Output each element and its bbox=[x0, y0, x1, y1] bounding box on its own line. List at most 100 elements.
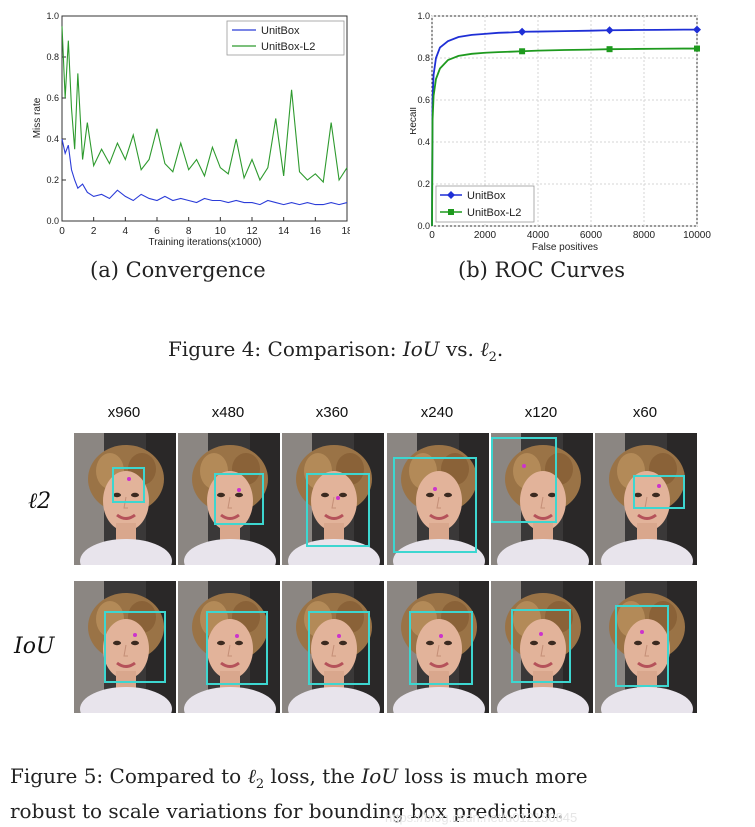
watermark: https://blog.csdn.net/u012150845 bbox=[385, 810, 578, 825]
figure-5-caption-end: loss is much more bbox=[398, 764, 588, 788]
x-tick-label: 2 bbox=[91, 226, 97, 237]
series-marker-unitbox-l2 bbox=[606, 46, 613, 53]
y-tick-label: 0.4 bbox=[417, 137, 430, 147]
figure-4-caption-l2: ℓ bbox=[480, 337, 489, 361]
y-tick-label: 1.0 bbox=[46, 11, 59, 21]
bounding-box bbox=[491, 437, 557, 523]
bounding-box bbox=[112, 467, 145, 503]
roc-legend: UnitBox UnitBox-L2 bbox=[435, 185, 535, 223]
figure-4-caption-l2-sub: 2 bbox=[488, 350, 497, 365]
x-tick-label: 16 bbox=[310, 226, 322, 237]
figure-4-caption-middle: vs. bbox=[439, 337, 481, 361]
column-label-x360: x360 bbox=[315, 404, 349, 421]
series-marker-unitbox-l2 bbox=[519, 48, 526, 55]
figure-4-caption: Figure 4: Comparison: IoU vs. ℓ2. bbox=[168, 337, 503, 365]
y-tick-label: 0.6 bbox=[417, 95, 430, 105]
face-image-iou-x360 bbox=[282, 581, 384, 713]
legend-marker-roc-unitbox-l2 bbox=[448, 209, 454, 215]
y-tick-label: 0.8 bbox=[46, 52, 59, 62]
x-tick-label: 12 bbox=[246, 226, 258, 237]
legend-label-roc-unitbox-l2: UnitBox-L2 bbox=[467, 207, 521, 219]
face-image-l2-x120 bbox=[491, 433, 593, 565]
legend-label-unitbox-l2: UnitBox-L2 bbox=[261, 41, 315, 53]
x-tick-label: 8 bbox=[186, 226, 192, 237]
column-label-x480: x480 bbox=[211, 404, 245, 421]
bounding-box bbox=[206, 611, 268, 685]
face-image-iou-x960 bbox=[74, 581, 176, 713]
x-tick-label: 18 bbox=[341, 226, 350, 237]
series-marker-unitbox bbox=[605, 26, 614, 35]
series-line-unitbox-l2 bbox=[431, 47, 697, 227]
box-center-dot bbox=[237, 488, 241, 493]
y-tick-label: 0.6 bbox=[46, 93, 59, 103]
series-marker-unitbox-l2 bbox=[694, 45, 700, 52]
box-center-dot bbox=[640, 630, 644, 635]
face-image-iou-x480 bbox=[178, 581, 280, 713]
box-center-dot bbox=[235, 633, 239, 638]
face-image-l2-x960 bbox=[74, 433, 176, 565]
box-center-dot bbox=[337, 633, 341, 638]
bounding-box bbox=[306, 473, 370, 547]
box-center-dot bbox=[126, 477, 131, 481]
series-line-unitbox bbox=[431, 28, 697, 227]
y-tick-label: 0.2 bbox=[46, 175, 59, 185]
figure-5-caption-line-2: robust to scale variations for bounding … bbox=[10, 799, 564, 823]
figure-5-caption-l2: ℓ bbox=[247, 764, 256, 788]
figure-5-caption-line-1: Figure 5: Compared to ℓ2 loss, the IoU l… bbox=[10, 763, 750, 798]
row-label-l2: ℓ2 bbox=[28, 489, 52, 514]
face-image-l2-x60 bbox=[595, 433, 697, 565]
y-tick-label: 0.0 bbox=[417, 221, 430, 231]
y-tick-label: 0.2 bbox=[417, 179, 430, 189]
y-tick-label: 0.0 bbox=[46, 216, 59, 226]
x-tick-label: 6000 bbox=[580, 230, 603, 241]
roc-chart: 0 2000 4000 6000 8000 10000 0.0 0.2 0.4 0.6 0.8 1.0… bbox=[410, 11, 711, 253]
bounding-box bbox=[214, 473, 264, 525]
y-tick-label: 0.4 bbox=[46, 134, 59, 144]
face-image-l2-x240 bbox=[387, 433, 489, 565]
x-tick-label: 4 bbox=[123, 226, 129, 237]
box-center-dot bbox=[336, 495, 340, 500]
column-label-x60: x60 bbox=[632, 404, 658, 421]
bounding-box bbox=[511, 609, 571, 683]
x-tick-label: 6 bbox=[154, 226, 160, 237]
row-label-iou: IoU bbox=[14, 634, 55, 659]
subcaption-a: (a) Convergence bbox=[90, 258, 266, 282]
roc-x-axis-label: False positives bbox=[532, 242, 598, 253]
box-center-dot bbox=[539, 631, 543, 636]
bounding-box bbox=[393, 457, 477, 553]
column-label-x120: x120 bbox=[524, 404, 558, 421]
figure-5-caption-iou: IoU bbox=[361, 764, 399, 788]
figure-4-caption-iou: IoU bbox=[402, 337, 440, 361]
box-center-dot bbox=[657, 484, 661, 489]
column-label-x240: x240 bbox=[420, 404, 454, 421]
figure-5-caption-mid: loss, the bbox=[264, 764, 362, 788]
roc-y-axis-label: Recall bbox=[410, 107, 419, 135]
x-tick-label: 8000 bbox=[633, 230, 656, 241]
bounding-box bbox=[104, 611, 166, 683]
box-center-dot bbox=[439, 633, 443, 638]
x-tick-label: 2000 bbox=[474, 230, 497, 241]
series-line-unitbox bbox=[61, 138, 348, 206]
box-center-dot bbox=[433, 487, 437, 491]
series-marker-unitbox bbox=[693, 25, 701, 34]
box-center-dot bbox=[133, 633, 137, 637]
bounding-box bbox=[308, 611, 370, 685]
figure-4-caption-prefix: Figure 4: Comparison: bbox=[168, 337, 403, 361]
figure-5-caption: Figure 5: Compared to ℓ2 loss, the IoU l… bbox=[10, 763, 750, 825]
face-image-iou-x120 bbox=[491, 581, 593, 713]
convergence-x-axis-label: Training iterations(x1000) bbox=[148, 237, 261, 248]
series-marker-unitbox bbox=[518, 27, 527, 36]
convergence-legend: UnitBox UnitBox-L2 bbox=[226, 20, 345, 56]
convergence-y-axis-label: Miss rate bbox=[32, 97, 43, 138]
face-image-iou-x240 bbox=[387, 581, 489, 713]
box-center-dot bbox=[522, 463, 526, 468]
x-tick-label: 0 bbox=[59, 226, 65, 237]
figure-5-caption-l2-sub: 2 bbox=[255, 777, 265, 792]
y-tick-label: 1.0 bbox=[417, 11, 430, 21]
bounding-box bbox=[633, 475, 685, 509]
x-tick-label: 10000 bbox=[683, 230, 711, 241]
legend-label-unitbox: UnitBox bbox=[261, 25, 300, 37]
subcaption-b: (b) ROC Curves bbox=[458, 258, 625, 282]
bounding-box bbox=[615, 605, 669, 687]
bounding-box bbox=[409, 611, 473, 685]
